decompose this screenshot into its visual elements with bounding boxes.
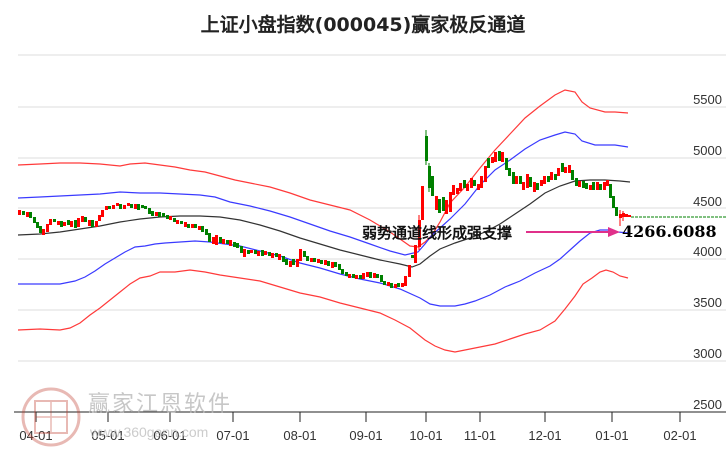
- y-tick-3500: 3500: [693, 295, 722, 310]
- y-tick-5500: 5500: [693, 92, 722, 107]
- support-annotation-text: 弱势通道线形成强支撑: [362, 224, 513, 242]
- watermark-seal-icon: [21, 387, 81, 447]
- chart-title: 上证小盘指数(000045)赢家极反通道: [200, 14, 526, 36]
- x-tick-label: 07-01: [216, 428, 250, 443]
- upper-outer-band: [17, 89, 629, 248]
- gridlines: [18, 54, 726, 362]
- annotation-arrow: [526, 227, 620, 237]
- y-tick-4000: 4000: [693, 244, 722, 259]
- y-tick-5000: 5000: [693, 143, 722, 158]
- x-tick-label: 09-01: [349, 428, 383, 443]
- x-tick-label: 08-01: [283, 428, 317, 443]
- upper-inner-band: [17, 131, 629, 256]
- x-tick-label: 02-01: [663, 428, 697, 443]
- y-tick-2500: 2500: [693, 397, 722, 412]
- candlesticks: [18, 130, 631, 288]
- x-axis: [14, 411, 726, 422]
- middle-line: [17, 179, 631, 268]
- y-tick-3000: 3000: [693, 346, 722, 361]
- x-tick-label: 11-01: [463, 428, 497, 443]
- y-tick-4500: 4500: [693, 194, 722, 209]
- watermark-url: www.360gann.com: [90, 424, 209, 440]
- x-tick-label: 04-01: [19, 428, 53, 443]
- x-tick-label: 01-01: [595, 428, 629, 443]
- x-tick-label: 12-01: [528, 428, 562, 443]
- x-tick-label: 10-01: [409, 428, 443, 443]
- watermark-brand: 赢家江恩软件: [88, 392, 233, 417]
- x-tick-label: 06-01: [153, 428, 187, 443]
- support-value-label: 4266.6088: [622, 222, 717, 241]
- lower-outer-band: [17, 269, 629, 353]
- lower-inner-band: [18, 229, 629, 307]
- x-tick-label: 05-01: [91, 428, 125, 443]
